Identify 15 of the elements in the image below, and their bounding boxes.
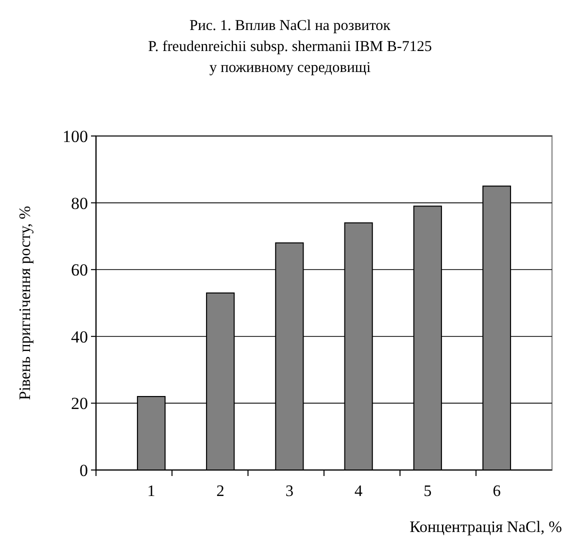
- x-tick-label: 6: [492, 483, 501, 500]
- x-tick-label: 5: [424, 483, 432, 500]
- y-axis-title: Рівень пригнічення росту, %: [17, 206, 34, 400]
- x-tick-label: 1: [147, 483, 156, 500]
- y-tick-label: 0: [80, 460, 88, 480]
- y-tick-label: 40: [71, 327, 88, 346]
- y-tick-label: 60: [71, 260, 88, 280]
- x-axis-title: Концентрація NaCl, %: [410, 519, 562, 536]
- x-tick-label: 2: [216, 483, 224, 500]
- x-tick-label: 4: [354, 483, 363, 500]
- y-tick-label: 100: [62, 126, 88, 146]
- chart-title: Рис. 1. Вплив NaCl на розвиток P. freudenreichii subsp. shermanii IBM B-7125 у поживному середовищі: [148, 18, 432, 76]
- y-tick-label: 20: [71, 394, 88, 414]
- y-tick-label: 80: [71, 194, 88, 213]
- x-tick-label: 3: [285, 483, 294, 500]
